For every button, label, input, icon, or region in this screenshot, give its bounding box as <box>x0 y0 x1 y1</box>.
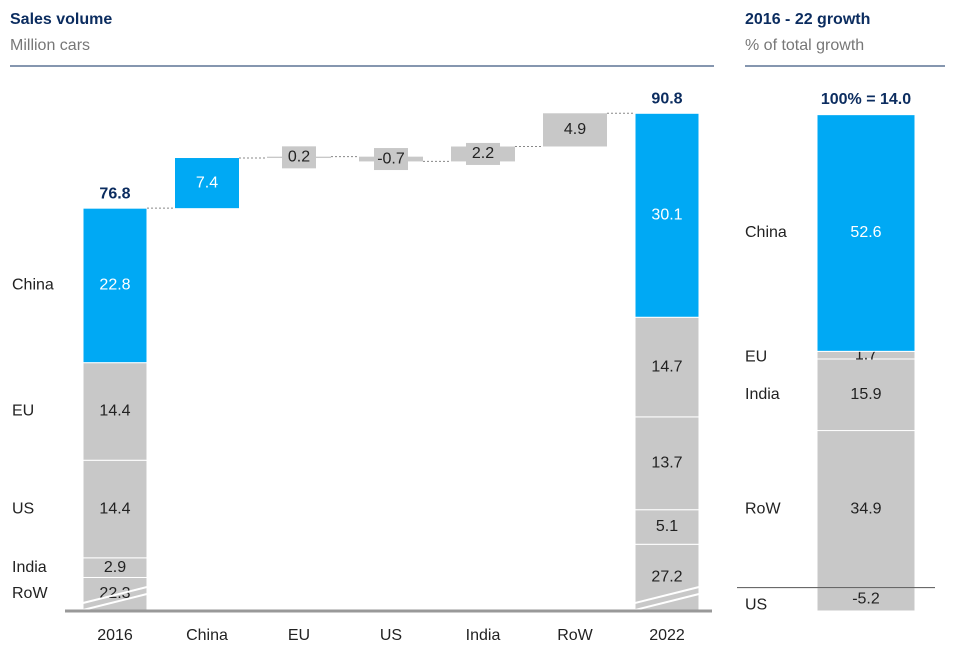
legend-label: RoW <box>12 585 48 602</box>
data-label: 13.7 <box>651 455 682 472</box>
bar-segment <box>82 207 148 364</box>
data-label: 27.2 <box>651 568 682 585</box>
bar-segment <box>82 362 148 461</box>
bar-segment <box>82 459 148 559</box>
chart-title: 2016 - 22 growth <box>745 11 870 28</box>
step-bar <box>175 158 239 209</box>
data-label: 0.2 <box>288 149 310 166</box>
label-box <box>466 142 500 165</box>
label-box <box>282 146 316 169</box>
total-label: 100% = 14.0 <box>821 91 911 108</box>
x-tick-label: China <box>186 627 228 644</box>
x-tick-label: EU <box>288 627 310 644</box>
legend-label: US <box>745 597 767 614</box>
data-label: 4.9 <box>564 121 586 138</box>
bar-segment <box>634 316 700 418</box>
x-tick-label: RoW <box>557 627 593 644</box>
bar-segment <box>634 112 700 318</box>
chart-title: Sales volume <box>10 11 112 28</box>
data-label: 14.7 <box>651 358 682 375</box>
x-tick-label: 2022 <box>649 627 685 644</box>
data-label: 15.9 <box>850 386 881 403</box>
legend-label: China <box>12 277 54 294</box>
chart-subtitle: Million cars <box>10 37 90 54</box>
bar-segment <box>634 416 700 511</box>
x-tick-label: 2016 <box>97 627 133 644</box>
axis-break <box>78 592 152 612</box>
x-tick-label: US <box>380 627 402 644</box>
legend-label: China <box>745 224 787 241</box>
axis-break <box>78 585 152 605</box>
data-label: -5.2 <box>852 591 880 608</box>
legend-label: India <box>745 386 780 403</box>
data-label: 22.8 <box>99 277 130 294</box>
bar-segment <box>634 543 700 611</box>
data-label: 2.2 <box>472 145 494 162</box>
legend-label: US <box>12 500 34 517</box>
total-label: 90.8 <box>651 91 682 108</box>
data-label: 7.4 <box>196 174 218 191</box>
total-label: 76.8 <box>99 185 130 202</box>
data-label: 14.4 <box>99 500 130 517</box>
data-label: 52.6 <box>850 224 881 241</box>
legend-label: EU <box>745 348 767 365</box>
data-label: 14.4 <box>99 403 130 420</box>
label-box <box>374 148 408 171</box>
data-label: 30.1 <box>651 206 682 223</box>
data-label: 2.9 <box>104 559 126 576</box>
data-label: -0.7 <box>377 150 405 167</box>
data-label: 34.9 <box>850 500 881 517</box>
axis-break <box>630 585 704 605</box>
legend-label: EU <box>12 403 34 420</box>
x-tick-label: India <box>466 627 501 644</box>
data-label: 5.1 <box>656 518 678 535</box>
legend-label: RoW <box>745 500 781 517</box>
bar-segment <box>816 358 916 432</box>
bar-segment <box>816 430 916 589</box>
step-bar <box>543 113 607 147</box>
chart-subtitle: % of total growth <box>745 37 864 54</box>
legend-label: India <box>12 559 47 576</box>
axis-break <box>630 592 704 612</box>
bar-segment <box>816 114 916 352</box>
